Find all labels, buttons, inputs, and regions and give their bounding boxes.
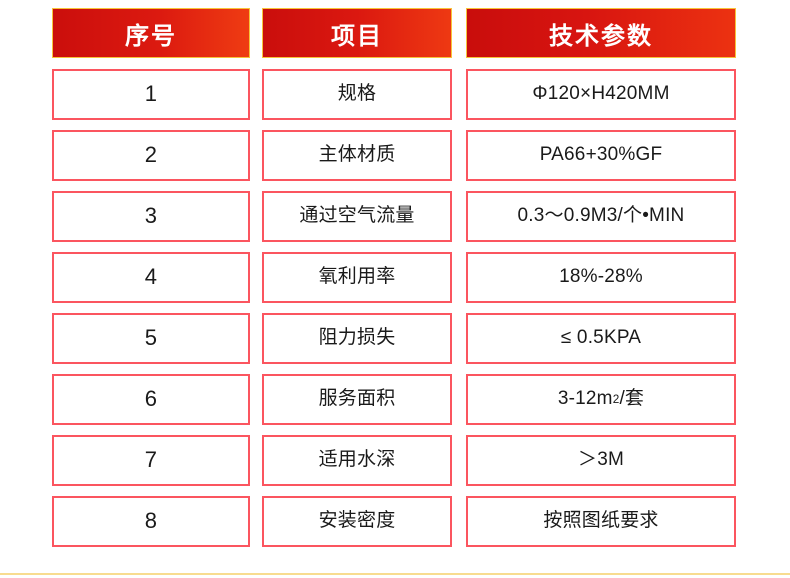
specification-table: 序号 项目 技术参数 1 规格 Φ120×H420MM 2 主体材质 PA66+… xyxy=(52,8,736,557)
cell-serial-number: 8 xyxy=(52,496,250,547)
cell-item: 主体材质 xyxy=(262,130,452,181)
cell-parameter-suffix: /套 xyxy=(619,388,645,410)
cell-item: 阻力损失 xyxy=(262,313,452,364)
table-row: 1 规格 Φ120×H420MM xyxy=(52,69,736,120)
cell-item: 服务面积 xyxy=(262,374,452,425)
table-row: 2 主体材质 PA66+30%GF xyxy=(52,130,736,181)
table-row: 7 适用水深 ＞3M xyxy=(52,435,736,486)
cell-parameter: 3-12m 2/套 xyxy=(466,374,736,425)
column-header-technical-parameter: 技术参数 xyxy=(466,8,736,58)
cell-parameter: PA66+30%GF xyxy=(466,130,736,181)
column-header-item: 项目 xyxy=(262,8,452,58)
cell-parameter: 0.3～0.9M3/个•MIN xyxy=(466,191,736,242)
cell-item: 安装密度 xyxy=(262,496,452,547)
cell-serial-number: 3 xyxy=(52,191,250,242)
cell-parameter-prefix: 3-12m xyxy=(557,388,613,410)
cell-parameter: ＞3M xyxy=(466,435,736,486)
table-row: 6 服务面积 3-12m 2/套 xyxy=(52,374,736,425)
cell-parameter: Φ120×H420MM xyxy=(466,69,736,120)
cell-serial-number: 4 xyxy=(52,252,250,303)
column-header-serial-number: 序号 xyxy=(52,8,250,58)
bottom-divider-rule xyxy=(0,573,790,575)
cell-serial-number: 6 xyxy=(52,374,250,425)
table-row: 4 氧利用率 18%-28% xyxy=(52,252,736,303)
cell-serial-number: 1 xyxy=(52,69,250,120)
cell-serial-number: 5 xyxy=(52,313,250,364)
table-row: 8 安装密度 按照图纸要求 xyxy=(52,496,736,547)
cell-parameter: 18%-28% xyxy=(466,252,736,303)
table-header-row: 序号 项目 技术参数 xyxy=(52,8,736,58)
cell-serial-number: 7 xyxy=(52,435,250,486)
cell-parameter: 按照图纸要求 xyxy=(466,496,736,547)
cell-item: 通过空气流量 xyxy=(262,191,452,242)
table-row: 5 阻力损失 ≤ 0.5KPA xyxy=(52,313,736,364)
cell-parameter: ≤ 0.5KPA xyxy=(466,313,736,364)
cell-item: 氧利用率 xyxy=(262,252,452,303)
cell-item: 规格 xyxy=(262,69,452,120)
cell-item: 适用水深 xyxy=(262,435,452,486)
cell-serial-number: 2 xyxy=(52,130,250,181)
table-row: 3 通过空气流量 0.3～0.9M3/个•MIN xyxy=(52,191,736,242)
